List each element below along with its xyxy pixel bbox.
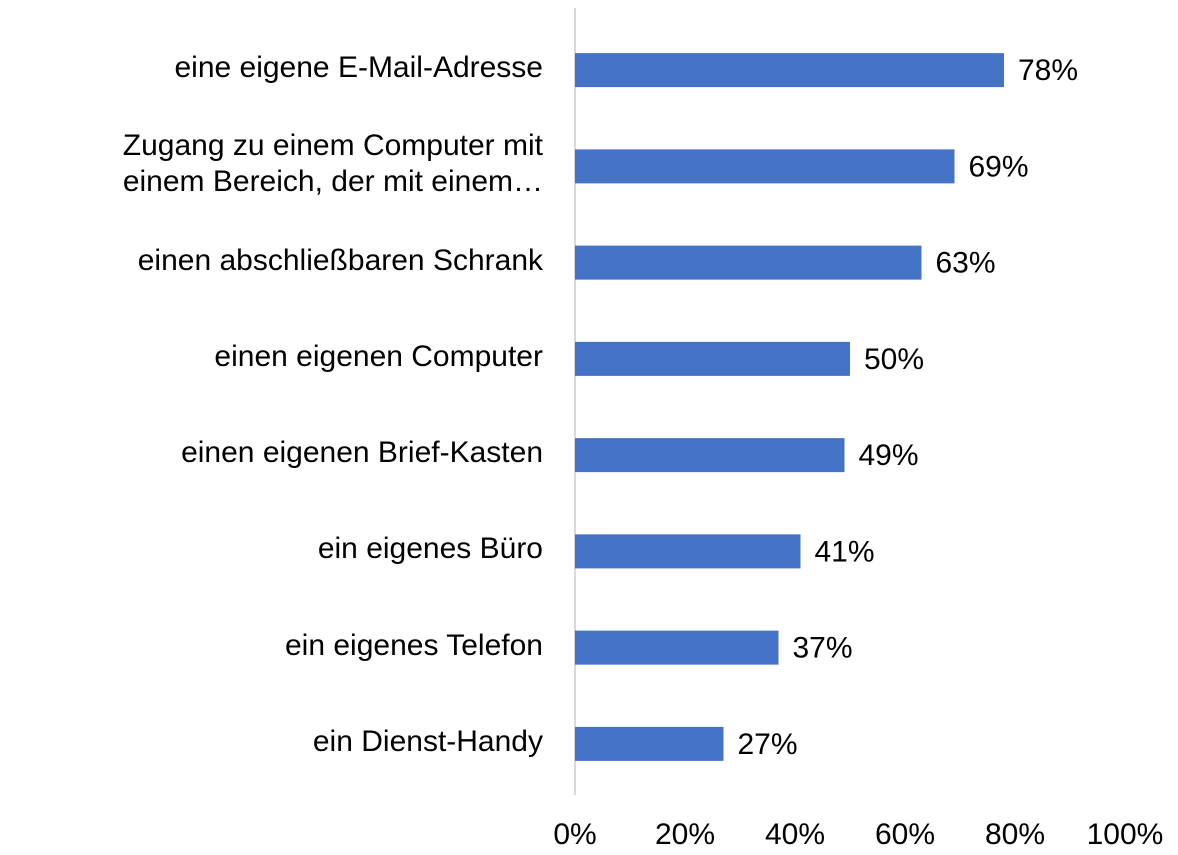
bar: [575, 438, 845, 473]
x-tick-label: 20%: [655, 818, 715, 851]
category-label: Zugang zu einem Computer mit einem Berei…: [122, 129, 543, 199]
bar: [575, 341, 850, 376]
bar: [575, 245, 922, 280]
category-label: einen eigenen Computer: [214, 339, 543, 373]
category-label: ein eigenes Telefon: [285, 628, 543, 662]
bar: [575, 534, 801, 569]
value-label: 69%: [969, 150, 1029, 183]
category-label: ein eigenes Büro: [317, 532, 543, 566]
x-tick-label: 80%: [985, 818, 1045, 851]
bar: [575, 726, 724, 761]
category-label: eine eigene E-Mail-Adresse: [174, 51, 543, 85]
value-label: 78%: [1018, 54, 1078, 87]
value-label: 27%: [738, 728, 798, 761]
bar: [575, 149, 955, 184]
x-tick-label: 40%: [765, 818, 825, 851]
bar: [575, 53, 1004, 88]
x-tick-label: 100%: [1087, 818, 1164, 851]
x-tick-label: 0%: [553, 818, 596, 851]
value-label: 50%: [864, 343, 924, 376]
value-label: 63%: [936, 247, 996, 280]
value-label: 41%: [815, 535, 875, 568]
category-label: einen eigenen Brief-Kasten: [181, 436, 543, 470]
category-label: einen abschließbaren Schrank: [137, 243, 543, 277]
bar: [575, 630, 779, 665]
value-label: 37%: [793, 632, 853, 665]
x-tick-label: 60%: [875, 818, 935, 851]
value-label: 49%: [859, 439, 919, 472]
category-label: ein Dienst-Handy: [312, 724, 543, 758]
